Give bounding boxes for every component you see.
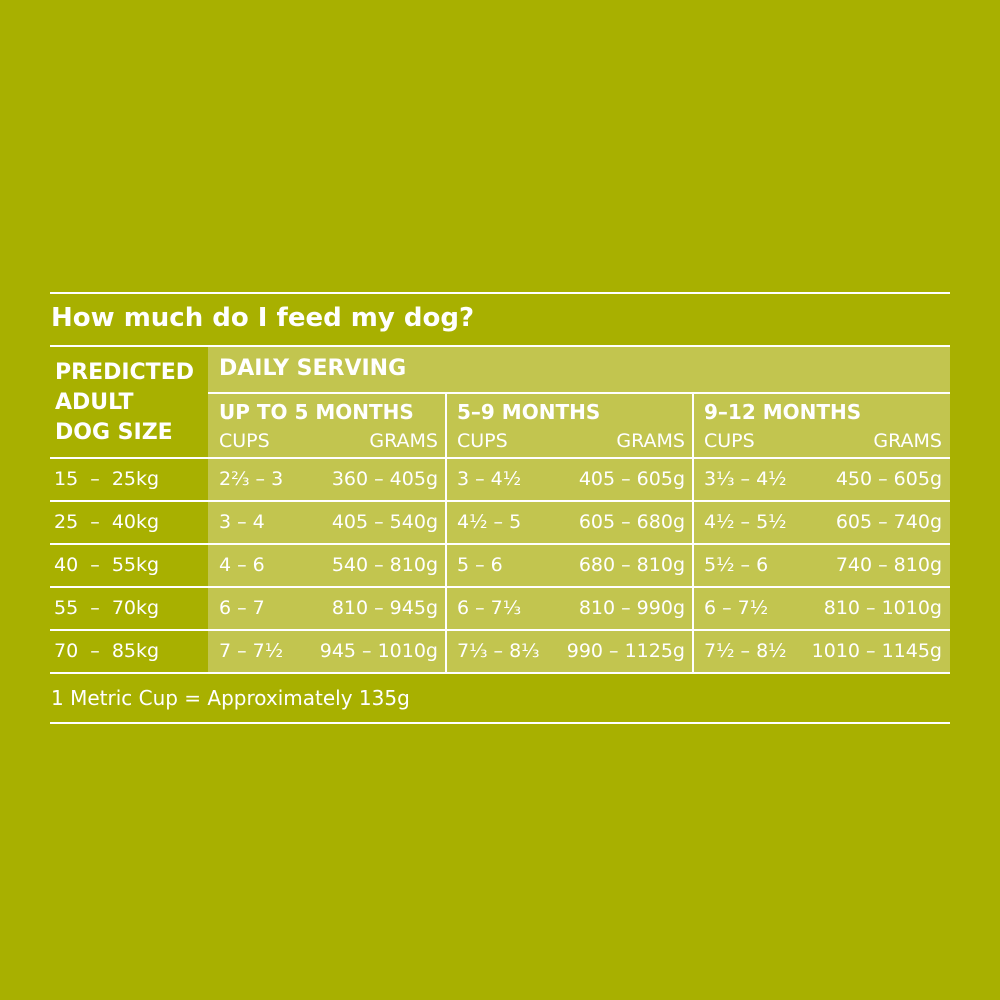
grams-value: 360 – 405g (331, 468, 438, 490)
cups-value: 4 – 6 (219, 554, 265, 576)
cups-value: 4½ – 5½ (704, 511, 787, 533)
grams-value: 405 – 605g (578, 468, 685, 490)
row-rule (50, 672, 950, 674)
cups-value: 2⅔ – 3 (219, 468, 284, 490)
row-rule (50, 543, 950, 545)
size-header: ADULT (55, 390, 134, 415)
cups-value: 7 – 7½ (219, 640, 284, 662)
dog-size: 40 – 55kg (54, 554, 160, 576)
cups-value: 7½ – 8½ (704, 640, 787, 662)
cups-value: 5½ – 6 (704, 554, 769, 576)
grams-value: 405 – 540g (331, 511, 438, 533)
grams-value: 605 – 740g (835, 511, 942, 533)
group-label: 5–9 MONTHS (457, 400, 601, 424)
cups-header: CUPS (457, 430, 508, 452)
size-header: PREDICTED (55, 360, 194, 385)
grams-header: GRAMS (616, 430, 685, 452)
grams-value: 680 – 810g (578, 554, 685, 576)
cups-value: 6 – 7⅓ (457, 597, 522, 619)
grams-value: 810 – 1010g (823, 597, 942, 619)
divider (692, 392, 694, 672)
dog-size: 25 – 40kg (54, 511, 160, 533)
grams-value: 945 – 1010g (319, 640, 438, 662)
cups-value: 7⅓ – 8⅓ (457, 640, 540, 662)
rule (50, 345, 950, 347)
grams-value: 450 – 605g (835, 468, 942, 490)
rule (50, 292, 950, 294)
title: How much do I feed my dog? (51, 303, 475, 333)
cups-header: CUPS (219, 430, 270, 452)
cups-value: 3 – 4 (219, 511, 265, 533)
dog-size: 70 – 85kg (54, 640, 160, 662)
row-rule (50, 457, 950, 459)
grams-value: 740 – 810g (835, 554, 942, 576)
grams-header: GRAMS (873, 430, 942, 452)
dog-size: 55 – 70kg (54, 597, 160, 619)
cups-value: 3 – 4½ (457, 468, 522, 490)
grams-header: GRAMS (369, 430, 438, 452)
footnote: 1 Metric Cup = Approximately 135g (51, 686, 410, 710)
cups-value: 3⅓ – 4½ (704, 468, 787, 490)
cups-header: CUPS (704, 430, 755, 452)
row-rule (50, 629, 950, 631)
grams-value: 810 – 945g (331, 597, 438, 619)
group-header: DAILY SERVING (219, 356, 407, 381)
group-label: 9–12 MONTHS (704, 400, 862, 424)
cups-value: 5 – 6 (457, 554, 503, 576)
row-rule (50, 586, 950, 588)
group-label: UP TO 5 MONTHS (219, 400, 414, 424)
divider (445, 392, 447, 672)
serving-area (208, 347, 950, 672)
cups-value: 4½ – 5 (457, 511, 522, 533)
cups-value: 6 – 7 (219, 597, 265, 619)
grams-value: 990 – 1125g (566, 640, 685, 662)
rule (50, 722, 950, 724)
row-rule (50, 500, 950, 502)
size-header: DOG SIZE (55, 420, 173, 445)
cups-value: 6 – 7½ (704, 597, 769, 619)
grams-value: 1010 – 1145g (811, 640, 942, 662)
grams-value: 810 – 990g (578, 597, 685, 619)
grams-value: 540 – 810g (331, 554, 438, 576)
grams-value: 605 – 680g (578, 511, 685, 533)
dog-size: 15 – 25kg (54, 468, 160, 490)
rule (208, 392, 950, 394)
